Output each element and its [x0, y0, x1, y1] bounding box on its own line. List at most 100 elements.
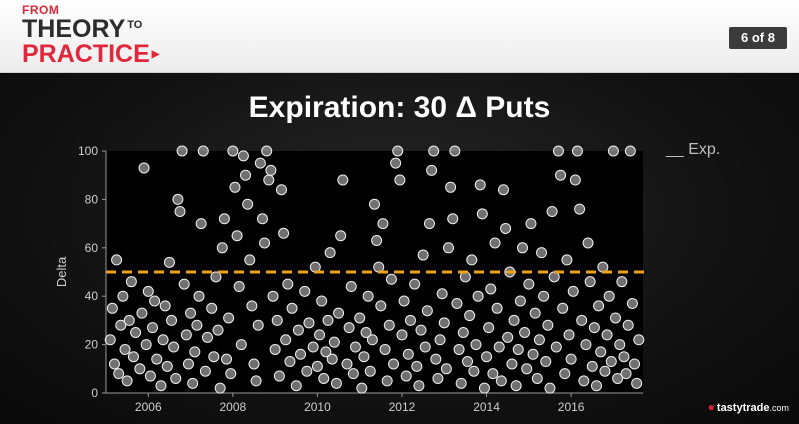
data-point — [341, 358, 353, 370]
data-point — [282, 278, 294, 290]
x-tick-label: 2016 — [558, 400, 585, 414]
data-point — [464, 310, 476, 322]
data-point — [555, 169, 567, 181]
chart-stage: Expiration: 30 Δ Puts 0 20 40 60 80 100 2006 20… — [0, 73, 799, 424]
data-point — [381, 375, 393, 387]
data-point — [187, 377, 199, 389]
data-point — [233, 281, 245, 293]
data-point — [519, 327, 531, 338]
data-point — [240, 169, 252, 181]
data-point — [599, 365, 611, 377]
data-point — [447, 213, 459, 225]
data-point — [605, 356, 617, 368]
data-point — [170, 372, 182, 384]
data-point — [502, 331, 514, 343]
data-point — [550, 341, 562, 353]
data-point — [303, 317, 315, 329]
data-point — [206, 302, 218, 314]
data-point — [318, 372, 330, 384]
data-point — [546, 206, 558, 217]
data-point — [578, 375, 590, 387]
data-point — [349, 341, 361, 353]
data-point — [299, 285, 311, 297]
tastytrade-logo: ● tastytrade.com — [708, 400, 789, 414]
data-point — [108, 358, 120, 370]
data-point — [607, 145, 619, 157]
play-arrow-icon: ▶ — [151, 49, 160, 61]
data-point — [328, 336, 340, 348]
data-point — [185, 307, 197, 319]
data-point — [593, 300, 605, 312]
data-point — [221, 353, 233, 365]
data-point — [155, 380, 167, 392]
data-point — [147, 322, 159, 334]
data-point — [256, 213, 268, 225]
data-point — [379, 343, 391, 355]
data-point — [514, 295, 526, 307]
data-point — [174, 206, 186, 217]
data-point — [404, 314, 416, 326]
data-point — [472, 290, 484, 302]
data-point — [590, 380, 602, 392]
data-point — [161, 360, 173, 372]
data-point — [476, 208, 488, 220]
data-point — [506, 358, 518, 370]
data-point — [326, 353, 338, 365]
data-point — [125, 276, 137, 288]
x-tick-label: 2006 — [135, 400, 162, 414]
data-point — [622, 319, 634, 331]
data-point — [430, 353, 442, 365]
data-point — [115, 319, 127, 331]
data-point — [521, 363, 533, 375]
x-tick-label: 2010 — [304, 400, 331, 414]
data-point — [223, 312, 235, 324]
data-point — [626, 297, 638, 309]
data-point — [512, 343, 524, 355]
data-point — [457, 327, 469, 338]
data-point — [495, 375, 507, 387]
data-point — [603, 290, 615, 302]
data-point — [432, 372, 444, 384]
data-point — [369, 198, 380, 210]
data-point — [210, 271, 222, 283]
data-point — [214, 382, 226, 394]
y-tick-label: 60 — [85, 241, 99, 255]
data-point — [229, 181, 241, 193]
data-point — [453, 343, 465, 355]
data-point — [227, 145, 239, 157]
data-point — [478, 382, 490, 394]
data-point — [295, 348, 307, 360]
data-point — [172, 193, 184, 205]
data-point — [231, 230, 243, 242]
data-point — [440, 363, 452, 375]
data-point — [356, 382, 368, 394]
data-point — [481, 351, 493, 363]
data-point — [130, 327, 142, 338]
logo-text: tastytrade — [716, 402, 770, 414]
y-tick-label: 0 — [91, 386, 98, 400]
data-point — [237, 150, 249, 162]
brand-theory: THEORY — [22, 15, 126, 43]
data-point — [178, 278, 190, 290]
data-point — [618, 351, 630, 363]
data-point — [216, 242, 228, 254]
data-point — [417, 249, 429, 261]
data-point — [423, 218, 435, 230]
data-point — [252, 319, 264, 331]
y-tick-label: 80 — [85, 192, 99, 206]
data-point — [322, 314, 334, 326]
data-point — [330, 377, 342, 389]
data-point — [411, 360, 423, 372]
data-point — [259, 237, 271, 249]
data-point — [284, 356, 296, 368]
data-point — [385, 273, 397, 285]
data-point — [278, 227, 290, 239]
data-point — [445, 181, 457, 193]
legend-entry: __ Exp. — [666, 141, 721, 158]
data-point — [525, 218, 537, 230]
data-point — [419, 341, 431, 353]
data-point — [364, 365, 376, 377]
data-point — [142, 285, 154, 297]
brand-logo: FROM THEORY TO PRACTICE ▶ — [22, 4, 160, 67]
data-point — [508, 314, 520, 326]
